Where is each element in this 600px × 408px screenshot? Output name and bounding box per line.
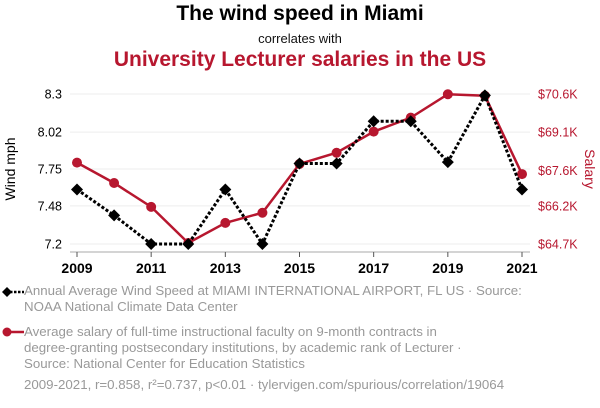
y-left-tick-label: 8.02: [38, 126, 62, 140]
x-tick-label: 2013: [210, 260, 241, 276]
x-tick-label: 2017: [358, 260, 389, 276]
wind-point: [367, 115, 380, 128]
legend-item-wind: Annual Average Wind Speed at MIAMI INTER…: [2, 283, 584, 315]
chart-title: The wind speed in Miami: [176, 2, 424, 25]
x-axis: 2009 2011 2013 2015 2017 2019 2021: [61, 251, 538, 276]
wind-point: [516, 183, 528, 196]
x-tick-label: 2015: [284, 260, 315, 276]
y-left-tick-label: 8.3: [45, 88, 62, 102]
y-axis-left: 8.3 8.02 7.75 7.48 7.2: [38, 88, 62, 252]
chart-connector: correlates with: [258, 31, 342, 46]
x-tick-label: 2009: [61, 260, 92, 276]
y-left-tick-label: 7.2: [45, 238, 62, 252]
legend-text-salary-line2: degree-granting postsecondary institutio…: [24, 340, 462, 355]
legend-marker-circle-icon: [2, 327, 24, 337]
y-right-tick-label: $64.7K: [538, 238, 578, 252]
legend-item-salary: Average salary of full-time instructiona…: [2, 324, 584, 372]
y-axis-left-label: Wind mph: [2, 137, 18, 200]
y-right-tick-label: $69.1K: [538, 126, 578, 140]
legend-text-wind-line2: NOAA National Climate Data Center: [24, 299, 238, 314]
legend-marker-diamond-icon: [2, 287, 24, 297]
wind-point: [330, 157, 343, 170]
x-tick-label: 2019: [432, 260, 463, 276]
y-right-tick-label: $67.6K: [538, 164, 578, 178]
x-tick-label: 2021: [506, 260, 537, 276]
wind-point: [478, 89, 491, 102]
wind-point: [182, 238, 195, 250]
x-tick-label: 2011: [136, 260, 167, 276]
series-wind-line: [76, 91, 524, 248]
salary-point: [368, 126, 379, 137]
legend-text-salary-line3: Source: National Center for Education St…: [24, 356, 305, 371]
wind-point: [404, 115, 417, 128]
wind-point: [293, 157, 306, 170]
salary-point: [517, 169, 527, 180]
salary-point: [72, 157, 82, 168]
salary-point: [220, 217, 231, 228]
legend-text-wind-line1: Annual Average Wind Speed at MIAMI INTER…: [24, 283, 522, 298]
salary-point: [257, 207, 268, 218]
y-right-tick-label: $66.2K: [538, 199, 578, 213]
y-axis-right: $70.6K $69.1K $67.6K $66.2K $64.7K: [538, 88, 578, 252]
wind-point: [71, 183, 83, 196]
y-left-tick-label: 7.48: [38, 199, 62, 213]
y-left-tick-label: 7.75: [38, 163, 62, 177]
wind-point: [219, 183, 232, 196]
chart-subtitle: University Lecturer salaries in the US: [113, 48, 487, 71]
y-right-tick-label: $70.6K: [538, 88, 578, 102]
legend-text-salary-line1: Average salary of full-time instructiona…: [24, 324, 437, 339]
chart-footer: 2009-2021, r=0.858, r²=0.737, p<0.01 · t…: [24, 377, 505, 392]
salary-point: [109, 177, 120, 188]
salary-point: [442, 89, 453, 100]
salary-point: [331, 147, 342, 158]
y-axis-right-label: Salary: [582, 149, 598, 189]
series-wind: [71, 89, 528, 250]
salary-point: [146, 201, 157, 212]
wind-point: [108, 209, 121, 222]
wind-point: [441, 156, 454, 169]
wind-point: [256, 238, 269, 250]
wind-point: [145, 238, 158, 250]
